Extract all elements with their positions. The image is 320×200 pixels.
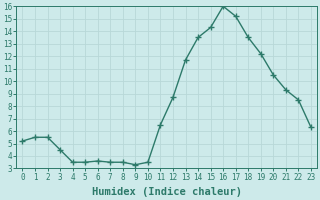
X-axis label: Humidex (Indice chaleur): Humidex (Indice chaleur) bbox=[92, 187, 242, 197]
